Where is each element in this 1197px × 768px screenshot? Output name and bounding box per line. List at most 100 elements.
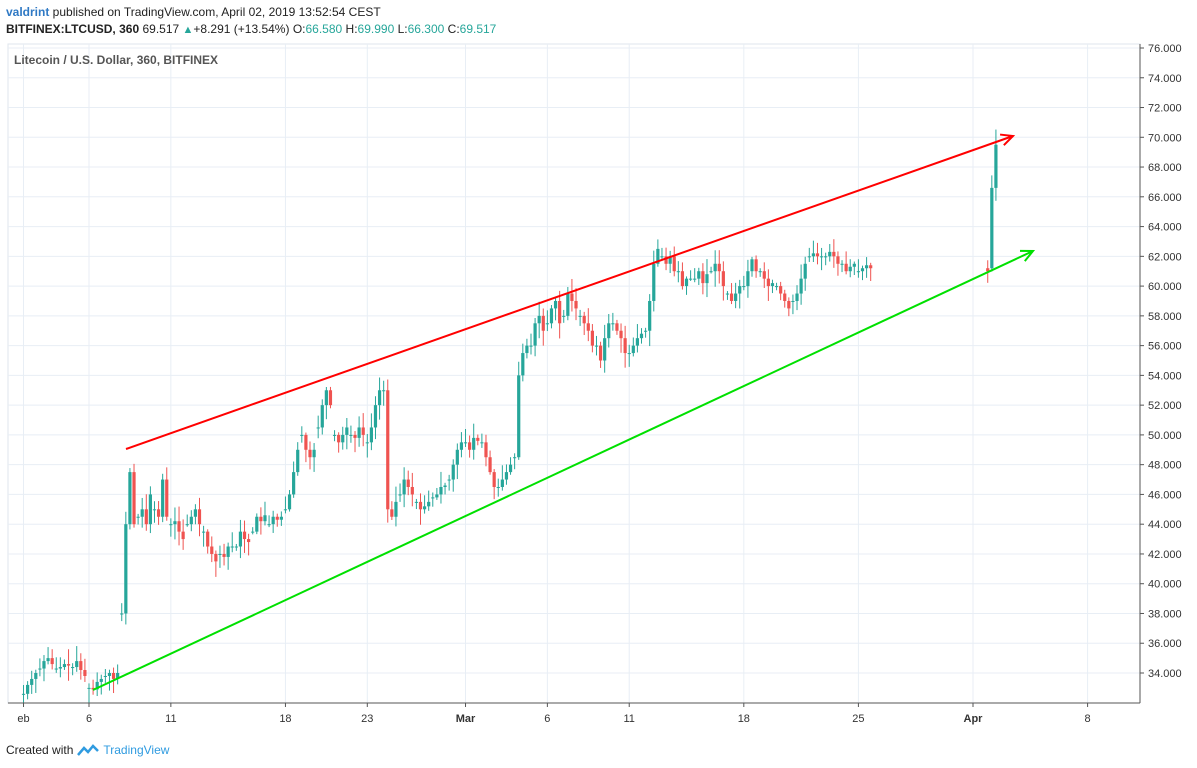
- candle-body: [468, 442, 472, 450]
- publish-info: published on TradingView.com, April 02, …: [49, 5, 381, 19]
- candle-body: [238, 531, 243, 547]
- y-tick-label: 68.000: [1148, 162, 1182, 174]
- candle-body: [124, 524, 128, 614]
- candle-body: [382, 390, 386, 392]
- x-tick-label: 6: [86, 713, 92, 725]
- close-value: 69.517: [459, 22, 497, 36]
- y-tick-label: 36.000: [1148, 638, 1182, 650]
- candle-body: [152, 509, 157, 511]
- candle-body: [247, 539, 251, 543]
- candle-body: [676, 271, 680, 273]
- x-tick-label: 18: [738, 713, 750, 725]
- y-tick-label: 58.000: [1148, 311, 1182, 323]
- y-tick-label: 46.000: [1148, 489, 1182, 501]
- candle-body: [169, 524, 173, 526]
- candle-body: [197, 509, 202, 525]
- y-tick-label: 60.000: [1148, 281, 1182, 293]
- candle-body: [148, 494, 152, 525]
- candle-body: [206, 531, 210, 547]
- x-tick-label: 6: [544, 713, 550, 725]
- candle-body: [553, 300, 558, 309]
- candle-body: [459, 442, 464, 450]
- candle-body: [508, 464, 513, 473]
- candle-body: [214, 553, 218, 562]
- candle-body: [414, 501, 419, 503]
- candle-body: [79, 661, 83, 671]
- tradingview-brand[interactable]: TradingView: [103, 743, 170, 757]
- candle-body: [770, 283, 775, 287]
- y-tick-label: 34.000: [1148, 668, 1182, 680]
- candle-body: [840, 263, 844, 265]
- y-tick-label: 66.000: [1148, 192, 1182, 204]
- author-name[interactable]: valdrint: [6, 5, 50, 19]
- candle-body: [62, 664, 67, 668]
- candle-body: [369, 427, 373, 443]
- candle-body: [990, 187, 994, 269]
- x-tick-label: eb: [17, 713, 29, 725]
- candle-body: [283, 509, 288, 511]
- x-tick-label: 8: [1085, 713, 1091, 725]
- candle-body: [643, 330, 648, 332]
- candle-body: [729, 293, 734, 301]
- support-line-arrowhead: [1019, 249, 1036, 262]
- candle-body: [611, 323, 615, 325]
- y-tick-label: 52.000: [1148, 400, 1182, 412]
- candle-body: [30, 678, 34, 685]
- candle-body: [750, 259, 754, 272]
- candle-body: [95, 681, 99, 690]
- candle-body: [46, 658, 50, 662]
- candle-body: [418, 501, 423, 510]
- candle-body: [525, 345, 529, 354]
- plot-frame: [7, 43, 1141, 704]
- candle-body: [766, 278, 770, 287]
- y-tick-label: 50.000: [1148, 430, 1182, 442]
- candle-body: [251, 531, 255, 533]
- candle-body: [300, 434, 304, 436]
- candle-series: [21, 129, 998, 704]
- candle-body: [697, 271, 701, 279]
- price-chart[interactable]: 76.000 74.000 72.000 70.000 68.000 66.000 64.0…: [0, 0, 1197, 740]
- resistance-line-arrowhead: [999, 133, 1016, 146]
- candle-body: [648, 300, 652, 331]
- candle-body: [738, 286, 742, 294]
- candle-body: [488, 457, 492, 473]
- candle-body: [758, 271, 762, 273]
- y-tick-label: 44.000: [1148, 519, 1182, 531]
- candle-body: [230, 546, 234, 548]
- candle-body: [713, 263, 717, 272]
- candle-body: [373, 405, 378, 428]
- candle-body: [390, 509, 394, 517]
- candle-body: [42, 661, 46, 669]
- candle-body: [734, 293, 738, 301]
- candle-body: [693, 278, 697, 280]
- candle-body: [406, 479, 410, 487]
- candle-body: [50, 658, 54, 665]
- candle-body: [136, 516, 140, 518]
- candle-body: [91, 687, 95, 690]
- candle-body: [721, 271, 725, 287]
- x-tick-label: 11: [624, 713, 635, 725]
- candle-body: [529, 345, 533, 347]
- candle-body: [574, 300, 578, 309]
- candle-body: [324, 390, 328, 406]
- high-value: 69.990: [357, 22, 395, 36]
- candle-body: [99, 678, 103, 682]
- candle-body: [103, 675, 107, 677]
- candle-body: [439, 486, 443, 495]
- candle-body: [181, 531, 185, 540]
- chart-axes: 76.000 74.000 72.000 70.000 68.000 66.000 64.0…: [8, 43, 1182, 725]
- candle-body: [422, 506, 427, 510]
- candle-body: [832, 251, 836, 257]
- candle-body: [161, 479, 165, 517]
- candle-body: [783, 293, 787, 301]
- candle-body: [684, 278, 689, 287]
- y-tick-label: 62.000: [1148, 251, 1182, 263]
- candle-body: [779, 286, 783, 294]
- candle-body: [566, 293, 570, 316]
- candle-body: [856, 271, 861, 273]
- open-value: 66.580: [305, 22, 343, 36]
- candle-body: [451, 464, 455, 480]
- chart-grid: [7, 43, 1141, 704]
- candle-body: [607, 323, 611, 339]
- publish-line: valdrint published on TradingView.com, A…: [6, 5, 381, 19]
